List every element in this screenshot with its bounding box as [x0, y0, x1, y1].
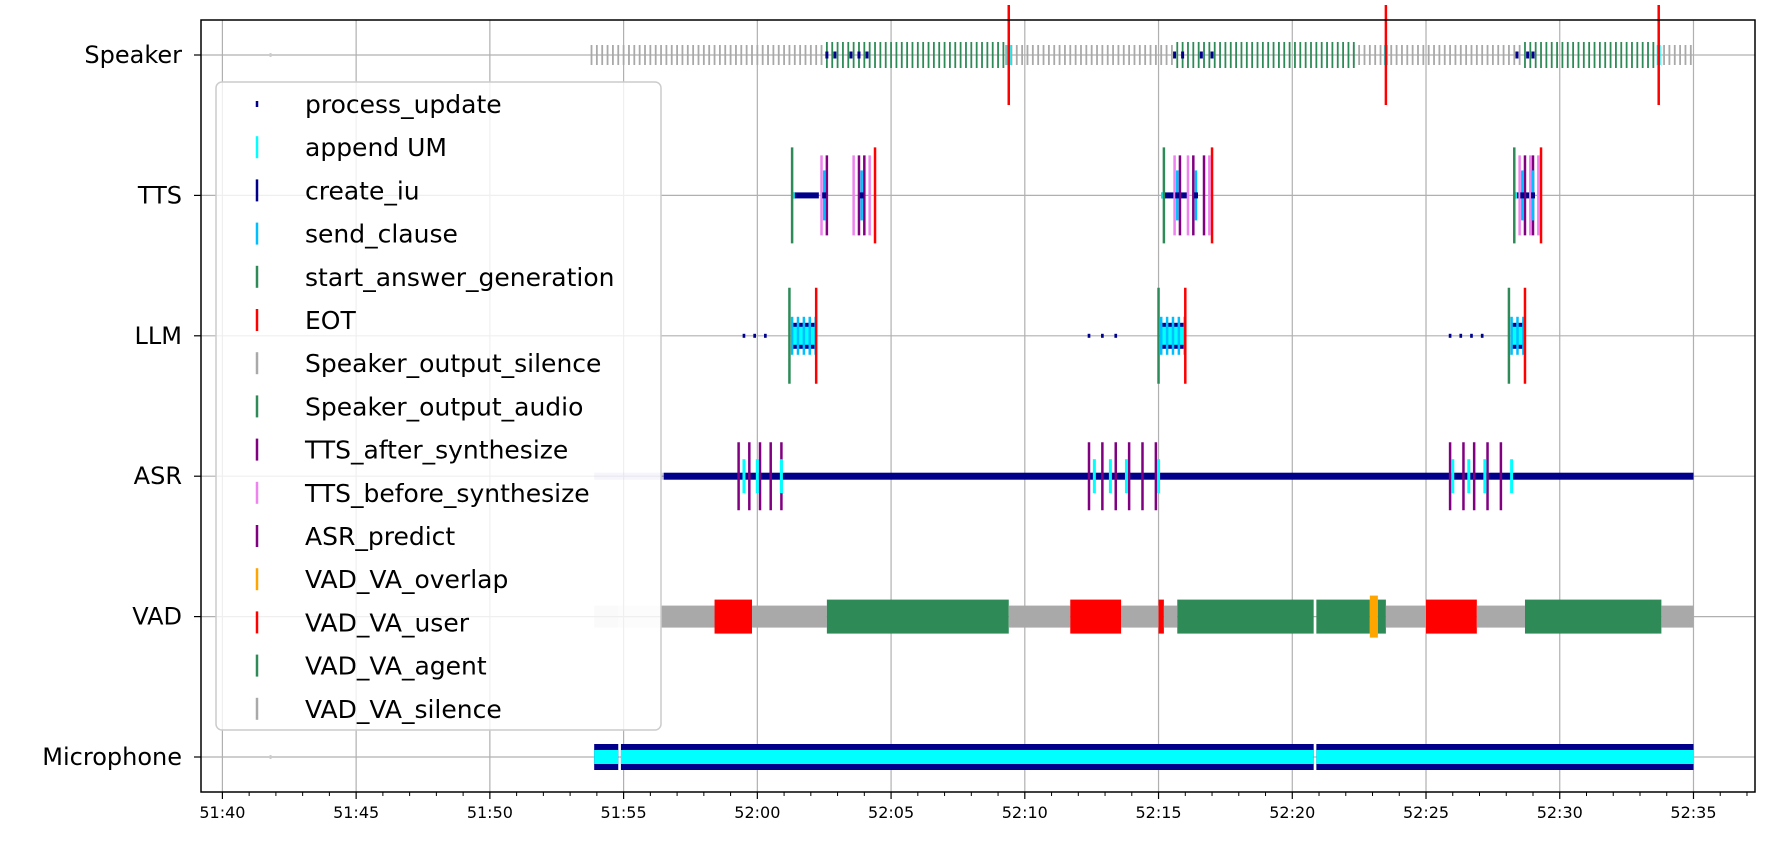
tts-append-start — [1514, 192, 1517, 199]
legend-label: send_clause — [305, 220, 458, 249]
microphone-append-span — [1316, 750, 1694, 764]
x-tick-label: 52:30 — [1537, 803, 1583, 822]
legend-label: VAD_VA_overlap — [305, 565, 508, 594]
legend-label: create_iu — [305, 176, 420, 205]
x-tick-label: 52:20 — [1269, 803, 1315, 822]
vad-silence-segment — [1476, 605, 1525, 628]
vad-agent-segment — [1177, 599, 1314, 634]
llm-process-dot — [764, 333, 767, 338]
llm-process-dot — [1114, 333, 1118, 338]
vad-agent-segment — [826, 599, 1009, 634]
x-tick-label: 52:35 — [1670, 803, 1716, 822]
y-tick-label: ASR — [134, 462, 182, 490]
legend-label: VAD_VA_silence — [305, 695, 502, 724]
legend-label: Speaker_output_audio — [305, 392, 583, 421]
legend-label: Speaker_output_silence — [305, 349, 601, 378]
x-tick-label: 52:25 — [1403, 803, 1449, 822]
y-tick-label: Speaker — [84, 41, 182, 69]
data-marks — [269, 5, 1694, 770]
legend-label: append UM — [305, 133, 447, 162]
vad-silence-segment — [1385, 605, 1427, 628]
x-tick-label: 51:50 — [467, 803, 513, 822]
vad-agent-segment — [1377, 599, 1386, 634]
vad-silence-segment — [1163, 605, 1178, 628]
legend-label: TTS_after_synthesize — [304, 436, 568, 465]
vad-silence-segment — [1121, 605, 1159, 628]
tts-append-start — [1161, 192, 1164, 199]
vad-user-segment — [1070, 599, 1122, 634]
legend-label: start_answer_generation — [305, 263, 615, 292]
microphone-append-span — [594, 750, 619, 764]
legend-label: VAD_VA_agent — [305, 652, 487, 681]
y-axis: Microphone VAD ASR LLM TTS Speaker — [42, 41, 201, 771]
legend-label: EOT — [305, 306, 356, 335]
y-tick-label: Microphone — [42, 743, 182, 771]
x-tick-label: 51:55 — [601, 803, 647, 822]
vad-user-segment — [714, 599, 752, 634]
plot-frame — [200, 19, 1756, 793]
tts-create-span — [792, 192, 819, 199]
legend-label: process_update — [305, 90, 502, 119]
y-tick-label: LLM — [135, 322, 182, 350]
asr-process-span — [663, 472, 1694, 480]
vad-silence-segment — [751, 605, 827, 628]
vad-agent-segment — [1524, 599, 1662, 634]
llm-process-dot — [1470, 333, 1473, 338]
vad-user-segment — [1426, 599, 1477, 634]
vad-user-segment — [1158, 599, 1164, 634]
microphone-append-span — [620, 750, 1314, 764]
llm-process-dot — [742, 333, 746, 338]
vad-overlap-segment — [1369, 595, 1378, 638]
vad-agent-segment — [1316, 599, 1370, 634]
x-tick-label: 52:00 — [734, 803, 780, 822]
llm-process-dot — [1448, 333, 1452, 338]
legend-label: VAD_VA_user — [305, 608, 470, 637]
legend-box — [215, 81, 662, 731]
llm-process-dot — [753, 333, 756, 338]
x-tick-label: 52:05 — [868, 803, 914, 822]
y-tick-label: TTS — [137, 181, 182, 209]
y-tick-label: VAD — [132, 603, 182, 631]
x-tick-label: 52:10 — [1002, 803, 1048, 822]
llm-process-dot — [1101, 333, 1104, 338]
vad-silence-segment — [1661, 605, 1694, 628]
x-axis: 51:40 51:45 51:50 51:55 52:00 52:05 52:10 52:15… — [199, 792, 1748, 822]
tts-append-start — [792, 192, 795, 199]
llm-process-dot — [1480, 333, 1484, 338]
legend-label: TTS_before_synthesize — [304, 479, 590, 508]
llm-process-dot — [1459, 333, 1463, 338]
vad-silence-segment — [661, 605, 715, 628]
x-tick-label: 51:40 — [199, 803, 245, 822]
vad-silence-segment — [1008, 605, 1071, 628]
llm-process-dot — [1087, 333, 1091, 338]
legend-label: ASR_predict — [305, 522, 455, 551]
x-tick-label: 51:45 — [333, 803, 379, 822]
x-tick-label: 52:15 — [1135, 803, 1181, 822]
